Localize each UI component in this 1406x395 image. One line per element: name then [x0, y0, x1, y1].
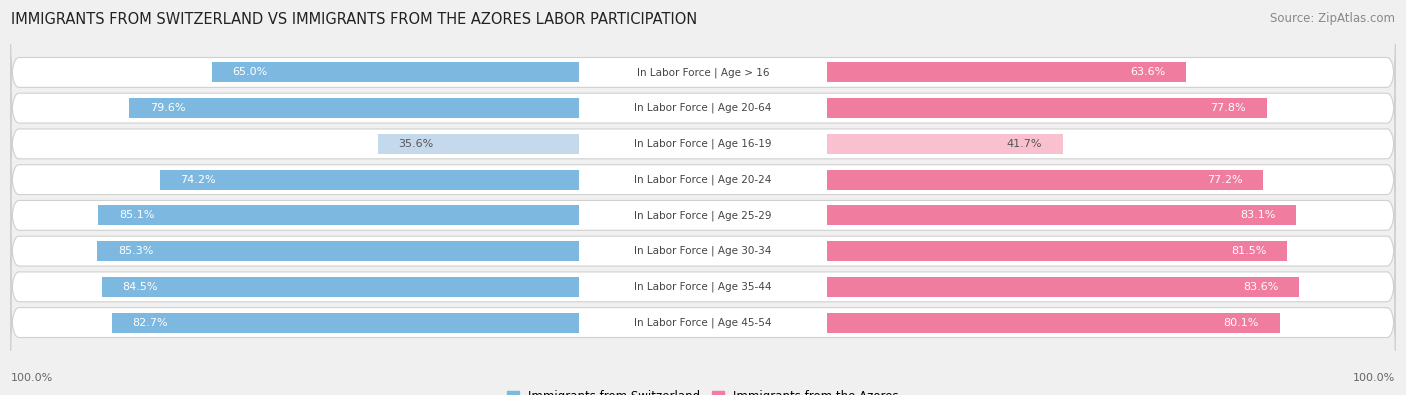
- Bar: [160, 169, 579, 190]
- FancyBboxPatch shape: [11, 116, 1395, 172]
- Text: 80.1%: 80.1%: [1223, 318, 1258, 327]
- Text: In Labor Force | Age 25-29: In Labor Force | Age 25-29: [634, 210, 772, 221]
- FancyBboxPatch shape: [11, 259, 1395, 315]
- Text: In Labor Force | Age > 16: In Labor Force | Age > 16: [637, 67, 769, 78]
- Bar: [827, 62, 1187, 83]
- Bar: [97, 241, 579, 261]
- Bar: [212, 62, 579, 83]
- Bar: [827, 134, 1063, 154]
- Text: 83.1%: 83.1%: [1240, 211, 1275, 220]
- Text: In Labor Force | Age 20-64: In Labor Force | Age 20-64: [634, 103, 772, 113]
- Legend: Immigrants from Switzerland, Immigrants from the Azores: Immigrants from Switzerland, Immigrants …: [502, 385, 904, 395]
- Text: In Labor Force | Age 35-44: In Labor Force | Age 35-44: [634, 282, 772, 292]
- Text: 35.6%: 35.6%: [398, 139, 434, 149]
- Bar: [827, 312, 1279, 333]
- Bar: [827, 205, 1296, 226]
- Text: 85.3%: 85.3%: [118, 246, 153, 256]
- Text: 63.6%: 63.6%: [1130, 68, 1166, 77]
- Text: 77.8%: 77.8%: [1211, 103, 1246, 113]
- Bar: [827, 98, 1267, 118]
- Text: 79.6%: 79.6%: [150, 103, 186, 113]
- Bar: [378, 134, 579, 154]
- Text: 41.7%: 41.7%: [1007, 139, 1042, 149]
- Text: 84.5%: 84.5%: [122, 282, 157, 292]
- Text: In Labor Force | Age 30-34: In Labor Force | Age 30-34: [634, 246, 772, 256]
- Text: 74.2%: 74.2%: [180, 175, 217, 184]
- Bar: [98, 205, 579, 226]
- FancyBboxPatch shape: [11, 45, 1395, 100]
- FancyBboxPatch shape: [11, 295, 1395, 350]
- Text: 77.2%: 77.2%: [1206, 175, 1243, 184]
- FancyBboxPatch shape: [11, 187, 1395, 243]
- Text: 83.6%: 83.6%: [1243, 282, 1278, 292]
- Bar: [101, 277, 579, 297]
- Text: IMMIGRANTS FROM SWITZERLAND VS IMMIGRANTS FROM THE AZORES LABOR PARTICIPATION: IMMIGRANTS FROM SWITZERLAND VS IMMIGRANT…: [11, 12, 697, 27]
- Bar: [827, 169, 1263, 190]
- Text: In Labor Force | Age 45-54: In Labor Force | Age 45-54: [634, 317, 772, 328]
- Text: 81.5%: 81.5%: [1232, 246, 1267, 256]
- FancyBboxPatch shape: [11, 152, 1395, 208]
- Text: 85.1%: 85.1%: [120, 211, 155, 220]
- Bar: [827, 241, 1288, 261]
- FancyBboxPatch shape: [11, 223, 1395, 279]
- Text: 100.0%: 100.0%: [1353, 373, 1395, 383]
- Bar: [827, 277, 1299, 297]
- Text: In Labor Force | Age 20-24: In Labor Force | Age 20-24: [634, 174, 772, 185]
- Text: 82.7%: 82.7%: [132, 318, 169, 327]
- Bar: [129, 98, 579, 118]
- Text: Source: ZipAtlas.com: Source: ZipAtlas.com: [1270, 12, 1395, 25]
- FancyBboxPatch shape: [11, 80, 1395, 136]
- Text: 100.0%: 100.0%: [11, 373, 53, 383]
- Bar: [112, 312, 579, 333]
- Text: 65.0%: 65.0%: [232, 68, 267, 77]
- Text: In Labor Force | Age 16-19: In Labor Force | Age 16-19: [634, 139, 772, 149]
